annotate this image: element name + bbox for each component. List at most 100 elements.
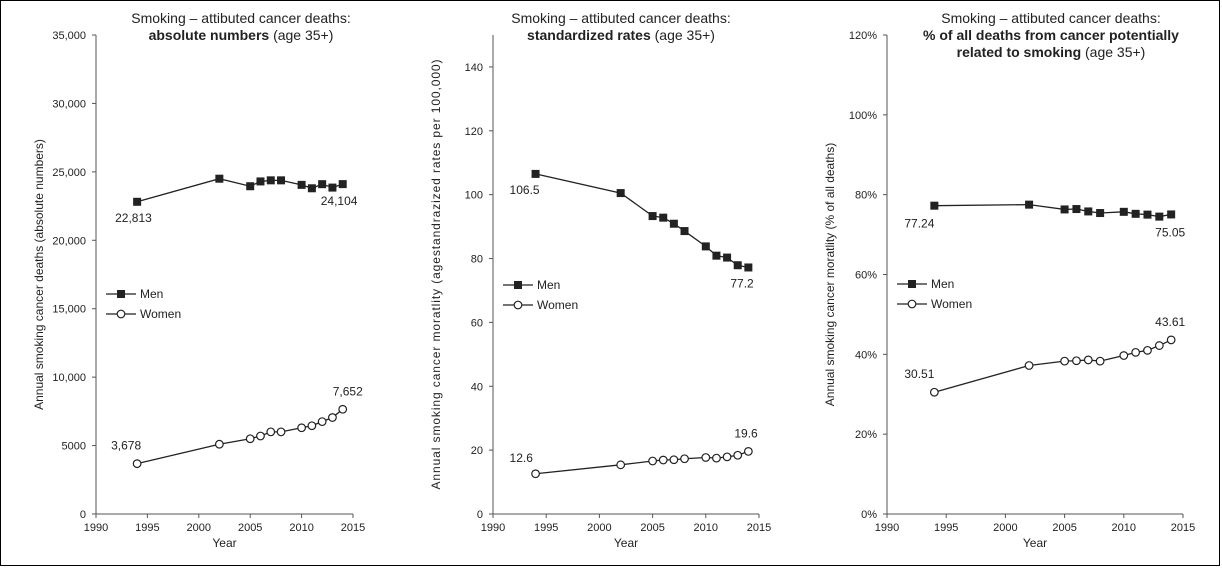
data-label: 19.6 <box>734 426 758 440</box>
data-label: 3,678 <box>111 439 141 453</box>
x-tick-label: 2010 <box>1112 522 1136 534</box>
series-line <box>934 339 1172 393</box>
data-point-women <box>669 455 679 465</box>
x-axis-label: Year <box>212 536 236 550</box>
data-point-women <box>256 431 265 441</box>
data-point-women <box>1083 355 1093 365</box>
y-tick-label: 100% <box>849 110 877 122</box>
data-point-women <box>1143 345 1152 355</box>
x-tick-label: 1990 <box>875 522 899 534</box>
x-tick-label: 2000 <box>187 522 211 534</box>
y-tick-label: 30,000 <box>52 98 86 110</box>
y-axis-label: Annual smoking cancer moratlity (agestan… <box>429 60 443 490</box>
series-line <box>136 408 344 465</box>
data-label: 30.51 <box>904 367 934 381</box>
y-tick-label: 25,000 <box>52 167 86 179</box>
x-tick-label: 1990 <box>84 522 108 534</box>
y-tick-label: 100 <box>465 190 483 202</box>
data-point-women <box>531 469 540 479</box>
data-label: 43.61 <box>1155 315 1185 329</box>
data-label: 22,813 <box>115 211 152 225</box>
y-tick-label: 120 <box>465 126 483 138</box>
data-point-men <box>297 180 306 189</box>
y-tick-label: 40% <box>855 349 877 361</box>
data-point-women <box>712 453 721 463</box>
data-point-men <box>1131 209 1140 218</box>
data-point-women <box>1131 347 1141 357</box>
y-tick-label: 0% <box>861 509 877 521</box>
data-label: 106.5 <box>510 183 540 197</box>
data-point-women <box>1166 335 1176 345</box>
legend-label-men: Men <box>140 287 163 301</box>
data-point-men <box>215 174 224 183</box>
chart-title-segment: Smoking – attibuted cancer deaths: <box>511 10 730 26</box>
data-point-men <box>1155 212 1164 221</box>
legend: Men Women <box>503 278 578 312</box>
series-women <box>531 447 753 479</box>
data-point-women <box>1060 356 1069 366</box>
data-label: 12.6 <box>510 451 534 465</box>
legend: Men Women <box>897 277 972 311</box>
data-point-women <box>1095 356 1105 366</box>
data-point-men <box>744 263 753 272</box>
x-tick-label: 2010 <box>289 522 313 534</box>
x-tick-label: 1995 <box>135 522 159 534</box>
data-point-women <box>338 404 348 414</box>
data-point-women <box>743 447 753 456</box>
legend-marker-men <box>514 281 522 289</box>
data-point-women <box>132 459 142 469</box>
chart-title-segment: (age 35+) <box>269 27 333 43</box>
series-men <box>930 200 1176 221</box>
data-point-women <box>1072 356 1081 366</box>
y-tick-label: 5000 <box>62 441 86 453</box>
y-axis-label: Annual smoking cancer deaths (absolute n… <box>32 139 46 410</box>
data-point-men <box>246 182 255 191</box>
chart-title-segment: Smoking – attibuted cancer deaths: <box>131 10 350 26</box>
y-tick-label: 140 <box>465 62 483 74</box>
legend-marker-women <box>513 300 523 310</box>
chart-title: Smoking – attibuted cancer deaths: absolu… <box>131 10 350 43</box>
chart-title-segment: (age 35+) <box>1081 44 1145 60</box>
data-point-men <box>256 177 265 186</box>
legend-marker-women <box>116 309 126 319</box>
y-tick-label: 0 <box>477 509 483 521</box>
data-point-men <box>712 251 721 260</box>
data-point-women <box>648 456 657 466</box>
data-point-men <box>266 176 275 185</box>
x-tick-label: 2000 <box>993 522 1017 534</box>
data-point-men <box>277 176 286 185</box>
data-point-men <box>1096 209 1105 218</box>
y-tick-label: 0 <box>80 509 86 521</box>
x-tick-label: 2015 <box>341 522 365 534</box>
data-point-women <box>1024 361 1034 370</box>
chart-panel-3: Smoking – attibuted cancer deaths:% of a… <box>823 10 1195 550</box>
data-point-men <box>723 253 732 262</box>
data-point-men <box>1084 207 1093 216</box>
data-label: 77.24 <box>904 217 934 231</box>
chart-panel-2: Smoking – attibuted cancer deaths: standa… <box>429 10 771 550</box>
y-tick-label: 10,000 <box>52 372 86 384</box>
x-tick-label: 1995 <box>534 522 558 534</box>
legend-marker-women <box>907 299 917 309</box>
data-point-women <box>266 427 276 437</box>
legend-label-men: Men <box>931 277 954 291</box>
data-point-men <box>659 213 668 222</box>
data-point-women <box>1154 341 1164 350</box>
data-point-women <box>733 450 743 460</box>
legend-label-women: Women <box>140 307 181 321</box>
x-tick-label: 2015 <box>1171 522 1195 534</box>
chart-panel-1: Smoking – attibuted cancer deaths: absolu… <box>32 10 365 550</box>
x-tick-label: 1995 <box>934 522 958 534</box>
x-axis-label: Year <box>614 536 638 550</box>
chart-title: Smoking – attibuted cancer deaths:% of a… <box>923 10 1179 60</box>
series-women <box>132 404 348 469</box>
data-point-women <box>929 387 939 397</box>
y-axis-label: Annual smoking cancer moratlity (% of al… <box>823 143 837 406</box>
data-point-men <box>328 183 337 192</box>
data-point-men <box>733 261 742 270</box>
data-point-men <box>701 242 710 251</box>
y-tick-label: 20 <box>471 445 483 457</box>
x-tick-label: 1990 <box>481 522 505 534</box>
